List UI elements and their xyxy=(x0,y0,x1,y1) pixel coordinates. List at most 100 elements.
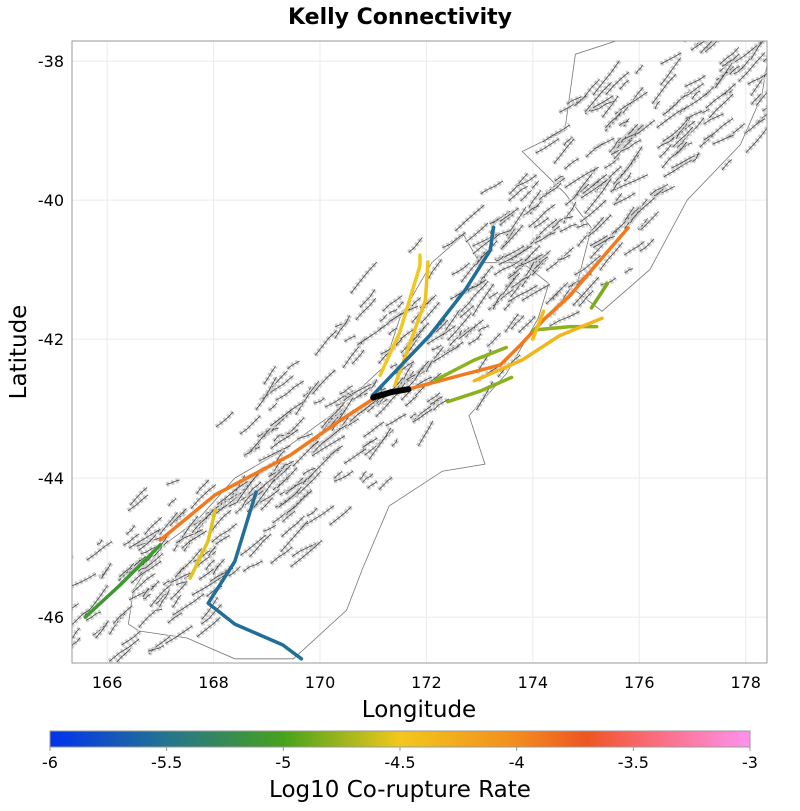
colorbar xyxy=(49,730,751,748)
fault-trace xyxy=(295,380,320,416)
co-rupture-section[interactable] xyxy=(589,281,610,310)
plot-area[interactable] xyxy=(72,41,767,663)
fault-trace xyxy=(528,203,556,228)
fault-trace xyxy=(657,138,675,149)
co-rupture-section[interactable] xyxy=(158,397,375,542)
co-rupture-section[interactable] xyxy=(83,543,163,619)
co-rupture-section[interactable] xyxy=(188,508,217,580)
fault-trace xyxy=(295,470,322,497)
co-rupture-section[interactable] xyxy=(472,316,604,383)
fault-trace xyxy=(584,95,614,115)
fault-trace xyxy=(400,325,427,354)
co-rupture-section[interactable] xyxy=(206,490,304,661)
y-tick-label: -40 xyxy=(38,191,64,210)
fault-trace xyxy=(502,276,517,295)
fault-trace xyxy=(428,259,442,279)
fault-trace xyxy=(321,403,344,429)
fault-trace xyxy=(750,72,767,96)
fault-trace xyxy=(270,546,293,564)
fault-trace xyxy=(403,363,432,382)
fault-trace xyxy=(196,479,210,495)
fault-trace xyxy=(131,573,156,594)
fault-trace xyxy=(166,479,180,485)
co-rupture-section[interactable] xyxy=(371,225,496,397)
fault-trace xyxy=(72,555,73,557)
co-rupture-section[interactable] xyxy=(433,345,508,382)
fault-trace xyxy=(181,530,207,549)
co-rupture-section[interactable] xyxy=(531,309,546,341)
y-tick-label: -46 xyxy=(38,608,64,627)
fault-trace xyxy=(415,376,433,387)
fault-trace xyxy=(290,540,323,568)
fault-trace xyxy=(640,211,659,231)
map-layer xyxy=(72,22,800,663)
fault-trace xyxy=(159,589,170,608)
x-axis-ticks: 166 168 170 172 174 176 178 xyxy=(92,673,761,692)
fault-trace xyxy=(431,345,442,351)
fault-trace xyxy=(543,183,562,197)
fault-trace xyxy=(84,585,109,616)
fault-trace xyxy=(168,498,177,507)
fault-trace xyxy=(771,28,778,35)
colorbar-tick-label: -6 xyxy=(42,753,58,772)
fault-trace xyxy=(167,612,183,624)
fault-trace xyxy=(511,276,528,288)
fault-trace xyxy=(601,95,619,118)
fault-trace xyxy=(783,77,791,84)
fault-trace xyxy=(660,52,682,65)
fault-trace xyxy=(410,413,417,419)
fault-trace xyxy=(247,428,271,454)
fault-trace xyxy=(390,363,398,369)
fault-trace xyxy=(623,172,632,182)
fault-trace xyxy=(684,75,706,87)
fault-trace xyxy=(565,183,590,206)
fault-trace xyxy=(533,217,549,228)
fault-trace xyxy=(498,245,532,265)
fault-trace xyxy=(433,398,450,411)
fault-trace xyxy=(715,70,730,81)
fault-trace xyxy=(521,284,550,301)
fault-trace xyxy=(442,232,466,249)
fault-trace xyxy=(692,152,700,162)
fault-trace xyxy=(515,255,531,270)
fault-trace xyxy=(729,65,740,75)
fault-trace xyxy=(215,535,230,545)
fault-trace xyxy=(95,620,109,639)
selected-section-kelly[interactable] xyxy=(370,386,412,401)
fault-trace xyxy=(712,134,734,145)
fault-network xyxy=(72,22,800,663)
fault-trace xyxy=(352,387,371,401)
co-rupture-section[interactable] xyxy=(531,324,599,332)
co-rupture-section[interactable] xyxy=(393,260,430,387)
co-rupture-section[interactable] xyxy=(378,253,422,378)
fault-trace xyxy=(507,285,538,303)
fault-trace xyxy=(140,546,158,555)
fault-trace xyxy=(750,41,764,60)
fault-trace xyxy=(639,238,655,252)
fault-trace xyxy=(694,41,702,47)
fault-trace xyxy=(108,638,140,662)
fault-trace xyxy=(350,261,377,294)
fault-trace xyxy=(129,487,148,506)
fault-trace xyxy=(101,563,112,579)
co-rupture-section[interactable] xyxy=(406,226,630,391)
fault-trace xyxy=(307,455,331,480)
fault-trace xyxy=(722,59,733,67)
fault-trace xyxy=(244,446,260,456)
fault-trace xyxy=(217,481,248,505)
fault-trace xyxy=(72,627,80,639)
fault-trace xyxy=(593,235,615,248)
fault-surface xyxy=(789,22,800,37)
fault-trace xyxy=(435,319,449,333)
fault-trace xyxy=(172,594,182,608)
fault-trace xyxy=(763,57,767,63)
fault-trace xyxy=(605,71,630,96)
fault-trace xyxy=(385,413,407,427)
fault-trace xyxy=(563,215,574,219)
fault-trace xyxy=(478,325,490,332)
fault-trace xyxy=(175,529,203,544)
fault-trace xyxy=(143,593,151,599)
co-rupture-section[interactable] xyxy=(445,375,514,404)
fault-trace xyxy=(524,255,540,278)
fault-trace xyxy=(240,534,266,556)
